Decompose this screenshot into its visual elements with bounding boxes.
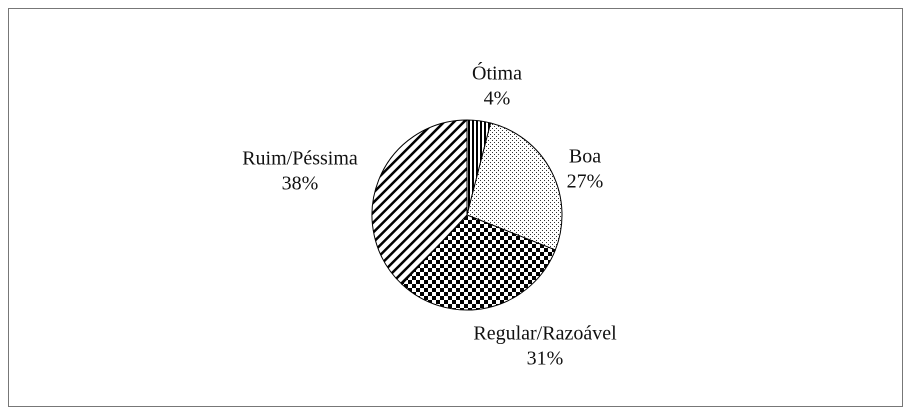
- slice-label: Ótima: [472, 61, 522, 85]
- value-label: 27%: [567, 171, 604, 193]
- value-label: 4%: [484, 88, 511, 110]
- value-label: 38%: [282, 173, 319, 195]
- value-label: 31%: [527, 348, 564, 370]
- slice-label: Ruim/Péssima: [242, 148, 358, 170]
- pie-slice: [401, 214, 556, 311]
- slice-label: Regular/Razoável: [473, 323, 617, 345]
- slice-label: Boa: [569, 146, 601, 168]
- pie-slice: [466, 122, 563, 251]
- pie-slice: [371, 119, 468, 285]
